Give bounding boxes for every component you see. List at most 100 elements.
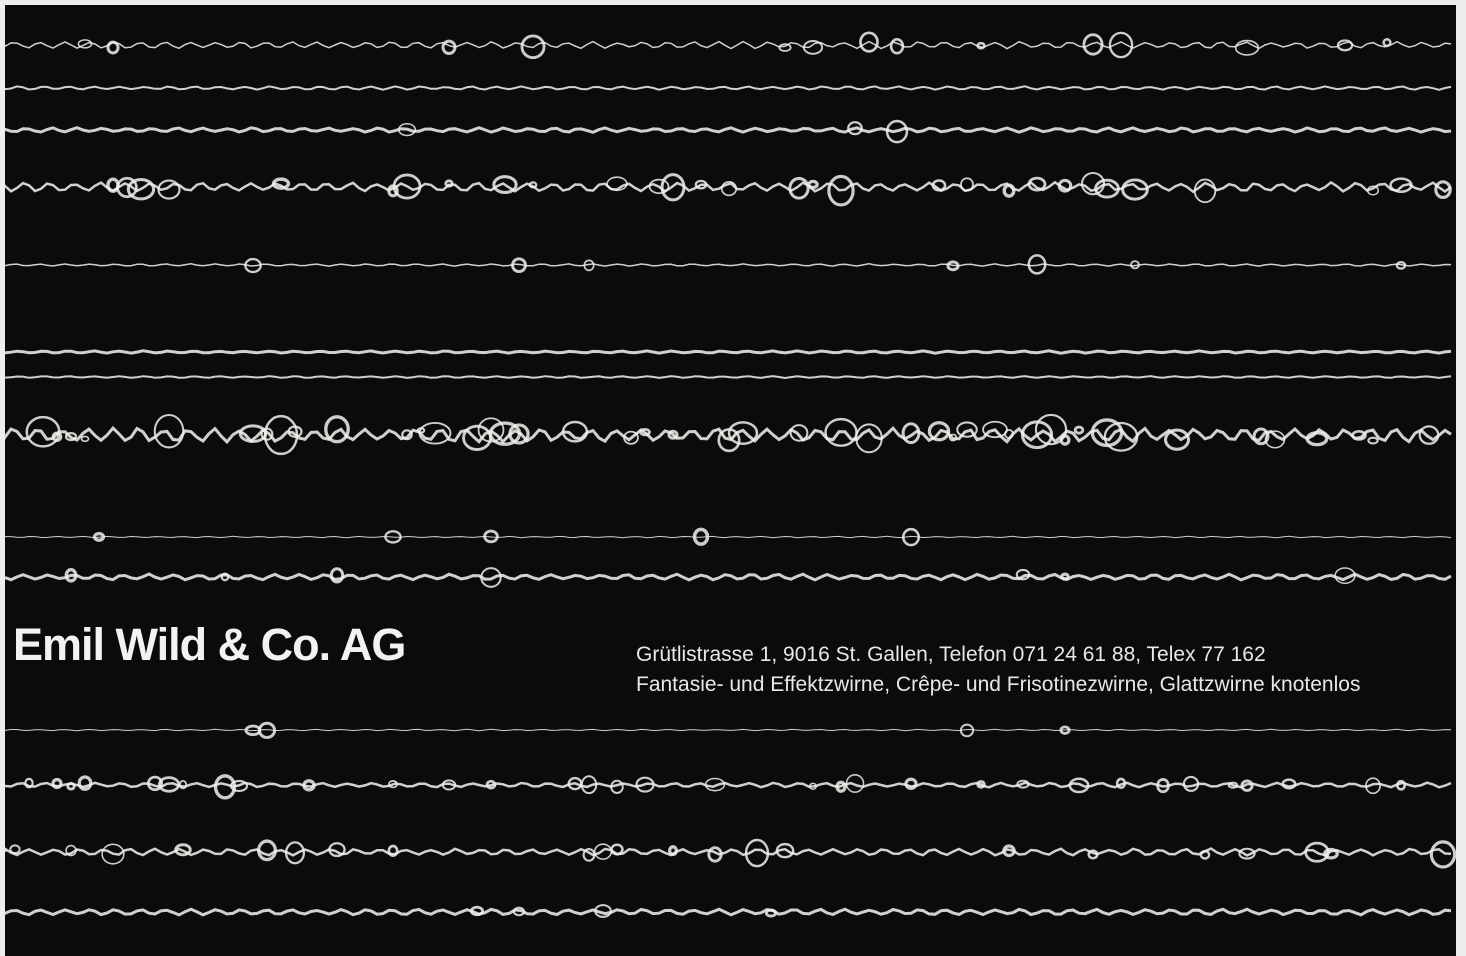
yarn bbox=[885, 119, 909, 144]
contact-info: Grütlistrasse 1, 9016 St. Gallen, Telefo… bbox=[636, 640, 1360, 700]
yarn bbox=[583, 259, 595, 272]
advertisement: Emil Wild & Co. AG Grütlistrasse 1, 9016… bbox=[5, 5, 1456, 956]
yarn bbox=[5, 781, 1452, 789]
yarn bbox=[5, 535, 1452, 539]
yarn bbox=[397, 122, 417, 137]
yarn bbox=[401, 429, 413, 441]
yarn bbox=[25, 415, 61, 448]
yarn bbox=[1199, 849, 1211, 860]
yarn bbox=[789, 424, 809, 442]
yarn bbox=[1252, 427, 1270, 446]
yarn bbox=[1082, 33, 1104, 56]
yarn bbox=[1238, 847, 1256, 860]
yarn bbox=[1395, 261, 1407, 270]
yarn bbox=[5, 40, 1452, 50]
yarn bbox=[1434, 180, 1452, 200]
yarn bbox=[901, 422, 921, 445]
yarn bbox=[178, 779, 188, 790]
yarn bbox=[976, 780, 986, 789]
yarn bbox=[469, 905, 485, 917]
yarn bbox=[1059, 434, 1071, 446]
yarn bbox=[1002, 844, 1016, 858]
yarn bbox=[5, 180, 1452, 194]
yarn bbox=[80, 435, 90, 443]
yarn bbox=[153, 413, 185, 449]
yarn bbox=[606, 176, 628, 192]
yarn bbox=[1304, 841, 1330, 863]
yarn bbox=[9, 844, 21, 855]
yarn bbox=[157, 776, 181, 793]
yarn bbox=[594, 904, 612, 918]
yarn bbox=[764, 908, 778, 918]
yarn bbox=[1281, 778, 1297, 790]
yarn bbox=[65, 844, 77, 857]
yarn bbox=[1002, 183, 1016, 198]
yarn bbox=[1182, 775, 1200, 792]
yarn bbox=[92, 531, 106, 542]
yarn bbox=[392, 173, 422, 200]
yarn bbox=[1305, 431, 1329, 447]
yarn bbox=[727, 421, 759, 446]
yarn bbox=[931, 179, 947, 192]
yarn bbox=[827, 174, 855, 207]
yarn bbox=[1130, 260, 1140, 270]
yarn bbox=[284, 841, 306, 865]
yarn bbox=[778, 43, 792, 52]
yarn bbox=[64, 568, 78, 583]
yarn bbox=[1193, 178, 1217, 204]
yarn bbox=[889, 38, 905, 55]
yarn bbox=[257, 839, 277, 862]
yarn bbox=[5, 85, 1452, 91]
yarn bbox=[610, 843, 624, 856]
yarn bbox=[1395, 779, 1407, 791]
yarn bbox=[174, 843, 192, 857]
yarn bbox=[1234, 39, 1260, 56]
yarn bbox=[101, 843, 125, 865]
yarn bbox=[692, 527, 710, 546]
yarn-photo bbox=[5, 31, 1456, 918]
yarn bbox=[835, 780, 847, 793]
yarn bbox=[1429, 840, 1456, 869]
yarn bbox=[1016, 779, 1030, 789]
yarn bbox=[77, 775, 93, 791]
yarn bbox=[528, 181, 538, 189]
yarn bbox=[802, 40, 824, 55]
yarn bbox=[511, 257, 527, 274]
yarn bbox=[229, 779, 249, 792]
yarn bbox=[213, 774, 237, 800]
yarn bbox=[5, 375, 1452, 380]
yarn bbox=[1027, 254, 1047, 275]
yarn bbox=[807, 179, 819, 190]
yarn bbox=[106, 40, 120, 55]
yarn bbox=[1103, 421, 1139, 452]
yarn bbox=[904, 777, 918, 790]
yarn bbox=[508, 423, 530, 445]
yarn bbox=[946, 260, 960, 272]
yarn bbox=[51, 431, 63, 443]
yarn bbox=[66, 781, 76, 791]
yarn bbox=[610, 779, 624, 794]
yarn bbox=[948, 433, 958, 442]
yarn bbox=[1389, 177, 1413, 194]
yarn bbox=[1080, 171, 1106, 196]
yarn bbox=[488, 421, 522, 446]
yarn bbox=[1163, 428, 1191, 451]
yarn bbox=[302, 779, 316, 792]
yarn bbox=[927, 421, 951, 442]
yarn bbox=[1087, 849, 1099, 860]
yarn bbox=[667, 429, 679, 440]
yarn bbox=[220, 572, 230, 582]
yarn bbox=[1004, 428, 1014, 439]
yarn bbox=[561, 420, 589, 443]
yarn bbox=[1015, 568, 1031, 581]
yarn bbox=[855, 423, 883, 454]
yarn bbox=[639, 428, 651, 437]
yarn bbox=[1323, 847, 1339, 860]
yarn bbox=[956, 421, 978, 438]
yarn bbox=[483, 529, 499, 544]
yarn bbox=[1367, 436, 1379, 445]
yarn bbox=[901, 527, 921, 547]
yarn bbox=[477, 417, 505, 443]
yarn bbox=[441, 39, 457, 55]
